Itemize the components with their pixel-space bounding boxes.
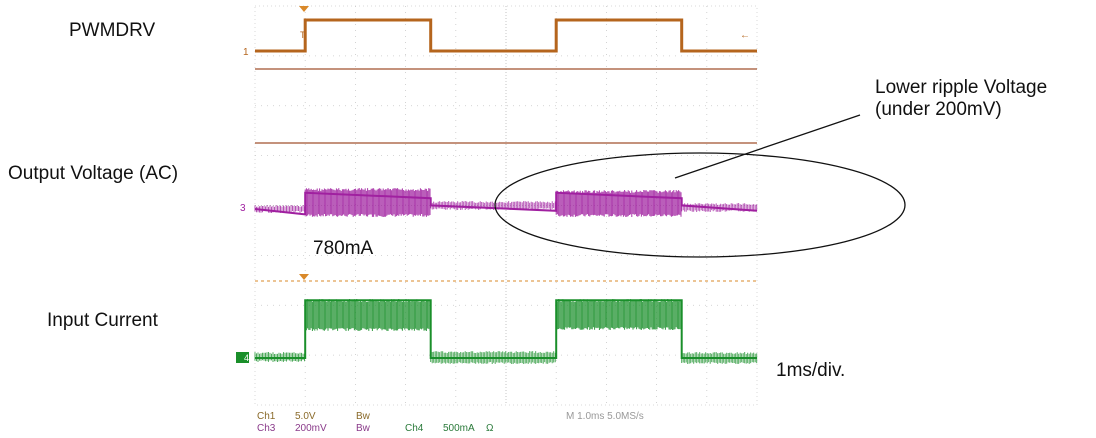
ch4-marker: 4 xyxy=(244,353,249,363)
pwmdrv-label: PWMDRV xyxy=(69,20,156,41)
scope-traces xyxy=(254,18,758,364)
ripple-callout-line xyxy=(674,114,861,179)
grid-border xyxy=(254,5,758,406)
readout-ch4-scale: 500mA xyxy=(443,423,475,434)
trigger-marker: T xyxy=(300,30,306,40)
ripple-label-line1: Lower ripple Voltage xyxy=(875,77,1048,98)
ch1-marker: 1 xyxy=(243,47,249,58)
readout-ch1-bw: Bw xyxy=(356,411,370,422)
trigger-position-marker-ch4 xyxy=(299,274,309,280)
input-current-label: Input Current xyxy=(47,310,158,331)
readout-ch4: Ch4 xyxy=(405,423,424,434)
ch4-current-band-2 xyxy=(555,299,682,330)
readout-ch1: Ch1 xyxy=(257,411,276,422)
ch3-ripple-off-2 xyxy=(681,203,758,212)
readout-ch4-unit: Ω xyxy=(486,423,494,434)
ch3-ripple-band-2 xyxy=(555,190,682,217)
ch3-ripple-off-1 xyxy=(430,201,556,210)
ch3-ripple-band-1 xyxy=(304,188,431,217)
readout-ch3-scale: 200mV xyxy=(295,423,327,434)
readout-ch1-scale: 5.0V xyxy=(295,411,316,422)
ch4-current-off-2 xyxy=(681,352,758,364)
readout-ch3: Ch3 xyxy=(257,423,276,434)
ch4-current-off-0 xyxy=(254,352,305,362)
readout-timebase: M 1.0ms 5.0MS/s xyxy=(566,411,644,422)
current-780-label: 780mA xyxy=(313,238,374,259)
ch4-marker-box xyxy=(236,352,249,363)
readout-ch3-bw: Bw xyxy=(356,423,370,434)
ch4-current-off-1 xyxy=(430,351,556,364)
ch4-current-band-1 xyxy=(304,299,431,331)
ch3-marker: 3 xyxy=(240,203,246,214)
trigger-position-marker-top xyxy=(299,6,309,12)
ripple-label-line2: (under 200mV) xyxy=(875,99,1002,120)
timebase-label: 1ms/div. xyxy=(776,360,846,381)
ch3-ripple-off-0 xyxy=(254,205,305,213)
ripple-highlight-ellipse xyxy=(494,152,906,258)
output-voltage-label: Output Voltage (AC) xyxy=(8,163,179,184)
ch1-trace xyxy=(255,18,757,53)
ch1-arrow-icon: ← xyxy=(740,30,750,41)
scope-grid xyxy=(254,5,758,406)
